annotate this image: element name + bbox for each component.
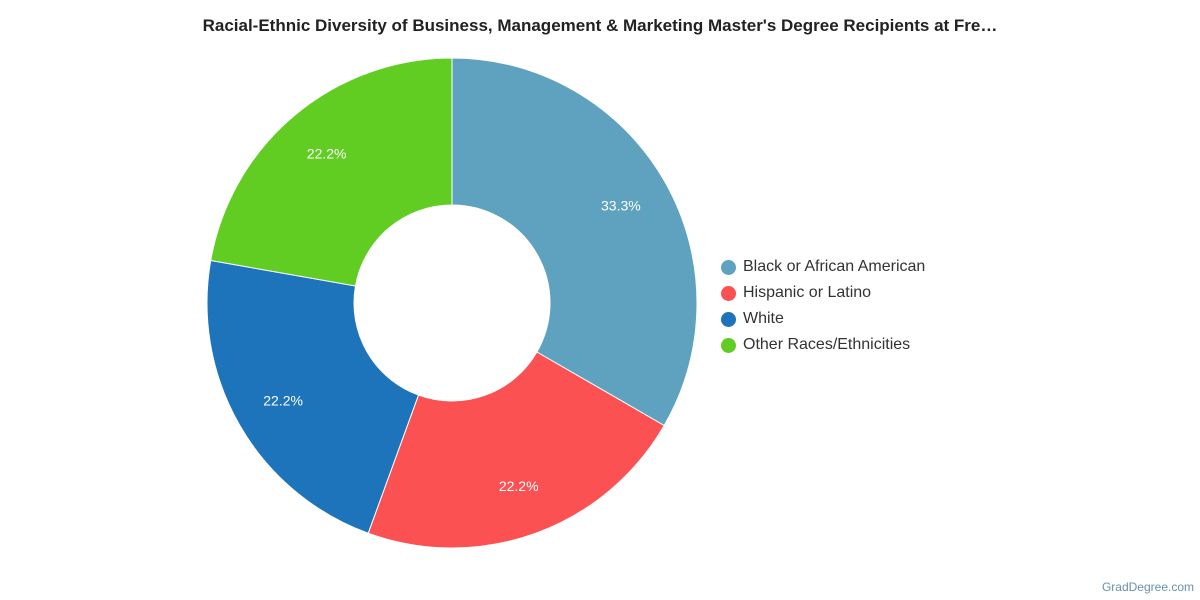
legend-item-other-races-ethnicities[interactable]: Other Races/Ethnicities [721, 332, 925, 358]
slice-other-races-ethnicities[interactable] [210, 57, 453, 287]
data-label-hispanic-or-latino: 22.2% [499, 478, 539, 494]
legend-label: Other Races/Ethnicities [743, 336, 911, 353]
legend-item-hispanic-or-latino[interactable]: Hispanic or Latino [721, 280, 925, 306]
slice-hispanic-or-latino[interactable] [367, 351, 665, 549]
data-label-black-or-african-american: 33.3% [601, 198, 641, 214]
legend-swatch-black-or-african-american [721, 259, 736, 275]
legend-label: Hispanic or Latino [743, 284, 872, 301]
legend-item-black-or-african-american[interactable]: Black or African American [721, 254, 925, 280]
legend-swatch-other-races-ethnicities [721, 337, 736, 353]
legend-label: White [743, 310, 784, 327]
data-label-other-races-ethnicities: 22.2% [307, 146, 347, 162]
legend-label: Black or African American [743, 258, 926, 275]
chart-title: Racial-Ethnic Diversity of Business, Man… [202, 16, 998, 35]
slice-black-or-african-american[interactable] [451, 57, 698, 427]
legend-item-white[interactable]: White [721, 306, 925, 332]
slice-white[interactable] [206, 259, 420, 534]
legend-swatch-white [721, 311, 736, 327]
source-credit[interactable]: GradDegree.com [1101, 580, 1194, 594]
legend-swatch-hispanic-or-latino [721, 285, 736, 301]
chart-legend: Black or African American Hispanic or Lat… [721, 254, 925, 358]
data-label-white: 22.2% [263, 393, 303, 409]
